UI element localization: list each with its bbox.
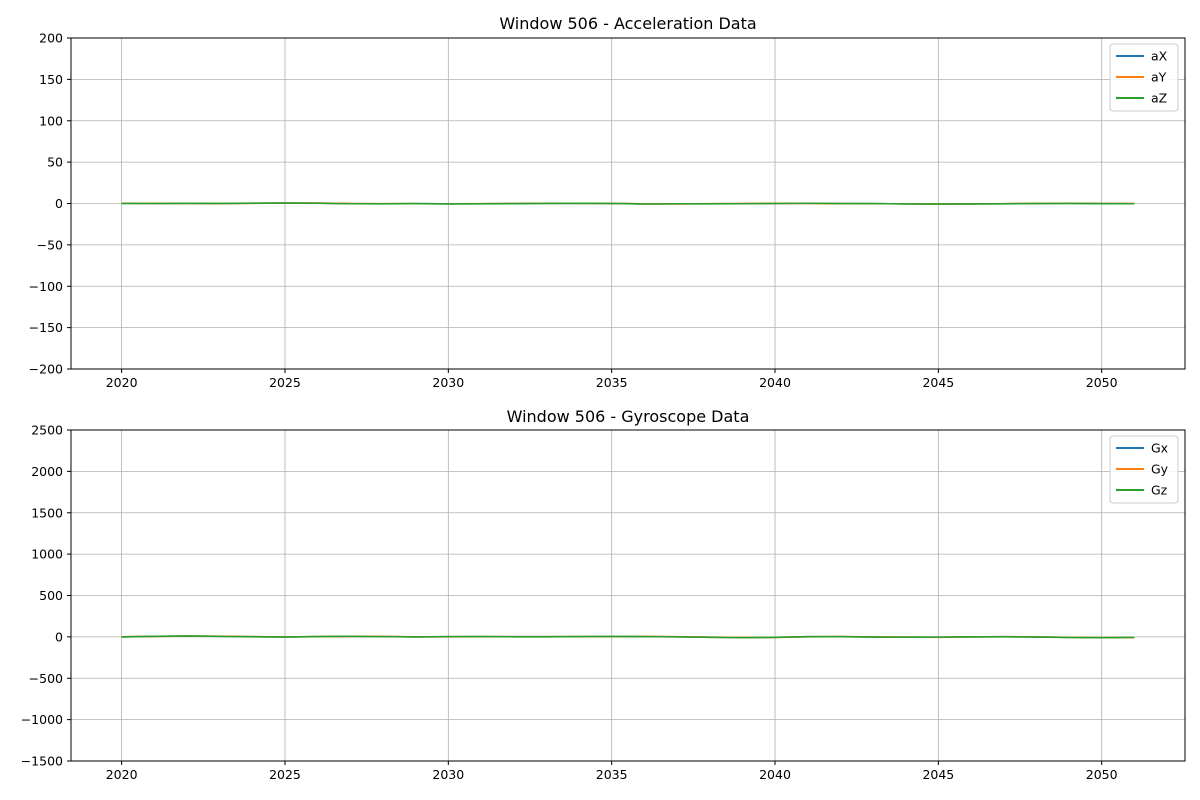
acceleration-x-tick-label: 2045 <box>922 375 954 390</box>
acceleration-legend-label-az: aZ <box>1151 91 1167 106</box>
gyroscope-y-tick-label: −500 <box>29 671 63 686</box>
gyroscope-y-tick-label: 2000 <box>31 464 63 479</box>
acceleration-y-tick-label: 200 <box>39 31 63 46</box>
gyroscope-legend-label-gx: Gx <box>1151 441 1168 456</box>
acceleration-y-tick-label: −200 <box>29 362 63 377</box>
gyroscope-x-tick-label: 2050 <box>1086 767 1118 782</box>
gyroscope-x-tick-label: 2030 <box>432 767 464 782</box>
gyroscope-series <box>121 635 1135 639</box>
acceleration-y-tick-label: −50 <box>37 237 63 252</box>
acceleration-chart-title: Window 506 - Acceleration Data <box>499 14 756 33</box>
acceleration-legend-label-ax: aX <box>1151 49 1168 64</box>
acceleration-y-tick-label: 150 <box>39 72 63 87</box>
acceleration-x-tick-label: 2025 <box>269 375 301 390</box>
gyroscope-x-tick-label: 2045 <box>922 767 954 782</box>
acceleration-x-tick-label: 2030 <box>432 375 464 390</box>
acceleration-x-tick-label: 2020 <box>106 375 138 390</box>
gyroscope-y-tick-label: 1500 <box>31 505 63 520</box>
gyroscope-y-tick-label: −1500 <box>21 754 63 769</box>
acceleration-legend: aX aY aZ <box>1109 43 1179 112</box>
gyroscope-y-tick-label: 1000 <box>31 547 63 562</box>
acceleration-y-tick-label: 50 <box>47 155 63 170</box>
gyroscope-y-tick-label: 2500 <box>31 423 63 438</box>
gyroscope-y-tick-label: −1000 <box>21 712 63 727</box>
gyroscope-x-tick-label: 2020 <box>106 767 138 782</box>
gyroscope-ticks: 2020 2025 2030 2035 2040 2045 2050 −1500 −1000 −5… <box>21 423 1118 783</box>
gyroscope-chart: Window 506 - Gyroscope Data 2020 2025 2030… <box>21 407 1186 783</box>
gyroscope-legend-label-gz: Gz <box>1151 483 1168 498</box>
gyroscope-chart-title: Window 506 - Gyroscope Data <box>507 407 750 426</box>
acceleration-x-tick-label: 2035 <box>596 375 628 390</box>
acceleration-x-tick-label: 2050 <box>1086 375 1118 390</box>
acceleration-y-tick-label: 100 <box>39 113 63 128</box>
acceleration-series <box>121 202 1135 205</box>
gyroscope-x-tick-label: 2040 <box>759 767 791 782</box>
gyroscope-legend-label-gy: Gy <box>1151 462 1169 477</box>
acceleration-chart: Window 506 - Acceleration Data 2020 2025 2… <box>29 14 1186 391</box>
gyroscope-y-tick-label: 500 <box>39 588 63 603</box>
gyroscope-y-tick-label: 0 <box>55 629 63 644</box>
gyroscope-x-tick-label: 2025 <box>269 767 301 782</box>
gyroscope-legend: Gx Gy Gz <box>1109 435 1179 504</box>
gyroscope-x-tick-label: 2035 <box>596 767 628 782</box>
acceleration-legend-label-ay: aY <box>1151 70 1167 85</box>
acceleration-x-tick-label: 2040 <box>759 375 791 390</box>
acceleration-y-tick-label: 0 <box>55 196 63 211</box>
acceleration-series-az-line <box>121 202 1135 205</box>
gyroscope-series-gz-line <box>121 635 1135 639</box>
acceleration-ticks: 2020 2025 2030 2035 2040 2045 2050 −200 −150 −100… <box>29 31 1118 391</box>
acceleration-y-tick-label: −150 <box>29 320 63 335</box>
acceleration-y-tick-label: −100 <box>29 279 63 294</box>
